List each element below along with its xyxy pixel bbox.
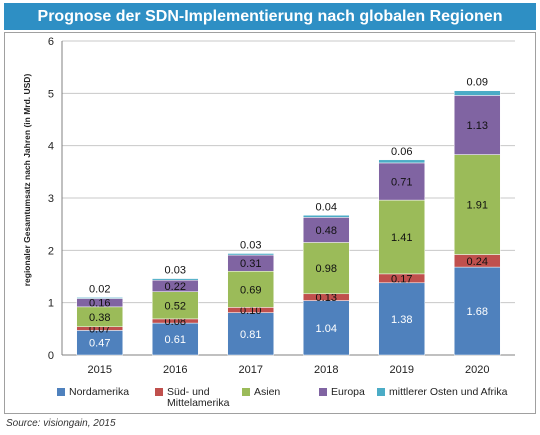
- chart-title: Prognose der SDN-Implementierung nach gl…: [4, 3, 536, 30]
- bar-segment: [227, 271, 275, 308]
- data-label: 0.98: [316, 263, 337, 275]
- data-label: 0.48: [316, 225, 337, 237]
- y-tick-label: 1: [48, 298, 54, 310]
- data-label: 0.31: [240, 258, 261, 270]
- data-label: 0.22: [165, 281, 186, 293]
- chart-area: 0 1 2 3 4 5 6 regionaler Gesamtumsatz nach Jahr…: [4, 32, 536, 414]
- x-tick-label: 2020: [465, 364, 489, 376]
- data-label: 0.04: [316, 201, 337, 213]
- legend-swatch: [377, 388, 385, 396]
- data-label: 1.91: [467, 200, 488, 212]
- bar-segment: [302, 242, 350, 295]
- bar-segment: [378, 199, 426, 275]
- data-label: 0.38: [89, 312, 110, 324]
- x-tick-label: 2016: [163, 364, 187, 376]
- bar-segment: [302, 217, 350, 243]
- bar-segment: [453, 266, 501, 356]
- data-label: 0.06: [391, 146, 412, 158]
- legend-label: mittlerer Osten und Afrika: [389, 386, 508, 398]
- legend-label: Asien: [254, 386, 280, 398]
- bar-segment: [151, 291, 199, 320]
- data-label: 0.81: [240, 329, 261, 341]
- y-axis-title: regionaler Gesamtumsatz nach Jahren (in …: [22, 74, 32, 287]
- legend-swatch: [319, 388, 327, 396]
- legend-label: Mittelamerika: [167, 397, 230, 409]
- bar-segment: [76, 330, 124, 356]
- legend-label: Nordamerika: [69, 386, 129, 398]
- x-tick-label: 2019: [390, 364, 414, 376]
- x-tick-label: 2017: [239, 364, 263, 376]
- legend-swatch: [242, 388, 250, 396]
- data-label: 0.69: [240, 284, 261, 296]
- y-tick-label: 6: [48, 36, 54, 48]
- data-label: 1.13: [467, 120, 488, 132]
- data-label: 0.16: [89, 298, 110, 310]
- data-label: 0.13: [316, 292, 337, 304]
- x-tick-label: 2018: [314, 364, 338, 376]
- data-label: 0.61: [165, 334, 186, 346]
- legend-label: Europa: [331, 386, 365, 398]
- bar-segment: [453, 90, 501, 96]
- y-tick-label: 2: [48, 245, 54, 257]
- data-label: 0.10: [240, 305, 261, 317]
- stacked-bar-chart: 0 1 2 3 4 5 6 regionaler Gesamtumsatz nach Jahr…: [22, 36, 515, 409]
- bar-segment: [453, 95, 501, 155]
- legend-swatch: [57, 388, 65, 396]
- y-tick-label: 3: [48, 193, 54, 205]
- bar-segment: [151, 278, 199, 281]
- legend-swatch: [155, 388, 163, 396]
- data-label: 0.02: [89, 283, 110, 295]
- bar-segment: [302, 215, 350, 218]
- bar-segment: [378, 159, 426, 164]
- data-label: 0.09: [467, 77, 488, 89]
- data-label: 0.03: [240, 239, 261, 251]
- bar-segment: [302, 300, 350, 356]
- bar-segment: [76, 297, 124, 299]
- data-label: 0.24: [467, 256, 488, 268]
- data-label: 0.52: [165, 300, 186, 312]
- bar-segment: [227, 253, 275, 256]
- data-label: 1.68: [467, 306, 488, 318]
- bar-segment: [151, 322, 199, 356]
- data-label: 0.03: [165, 265, 186, 277]
- x-tick-label: 2015: [88, 364, 112, 376]
- data-label: 1.38: [391, 314, 412, 326]
- data-label: 1.41: [391, 232, 412, 244]
- data-label: 0.47: [89, 338, 110, 350]
- y-tick-label: 5: [48, 88, 54, 100]
- data-label: 0.17: [391, 273, 412, 285]
- bar-segment: [453, 154, 501, 255]
- y-tick-label: 0: [48, 350, 54, 362]
- source-note: Source: visiongain, 2015: [6, 418, 116, 429]
- data-label: 0.71: [391, 177, 412, 189]
- bar-segment: [378, 162, 426, 201]
- data-label: 1.04: [316, 323, 337, 335]
- legend-label: Süd- und: [167, 386, 210, 398]
- y-tick-label: 4: [48, 141, 54, 153]
